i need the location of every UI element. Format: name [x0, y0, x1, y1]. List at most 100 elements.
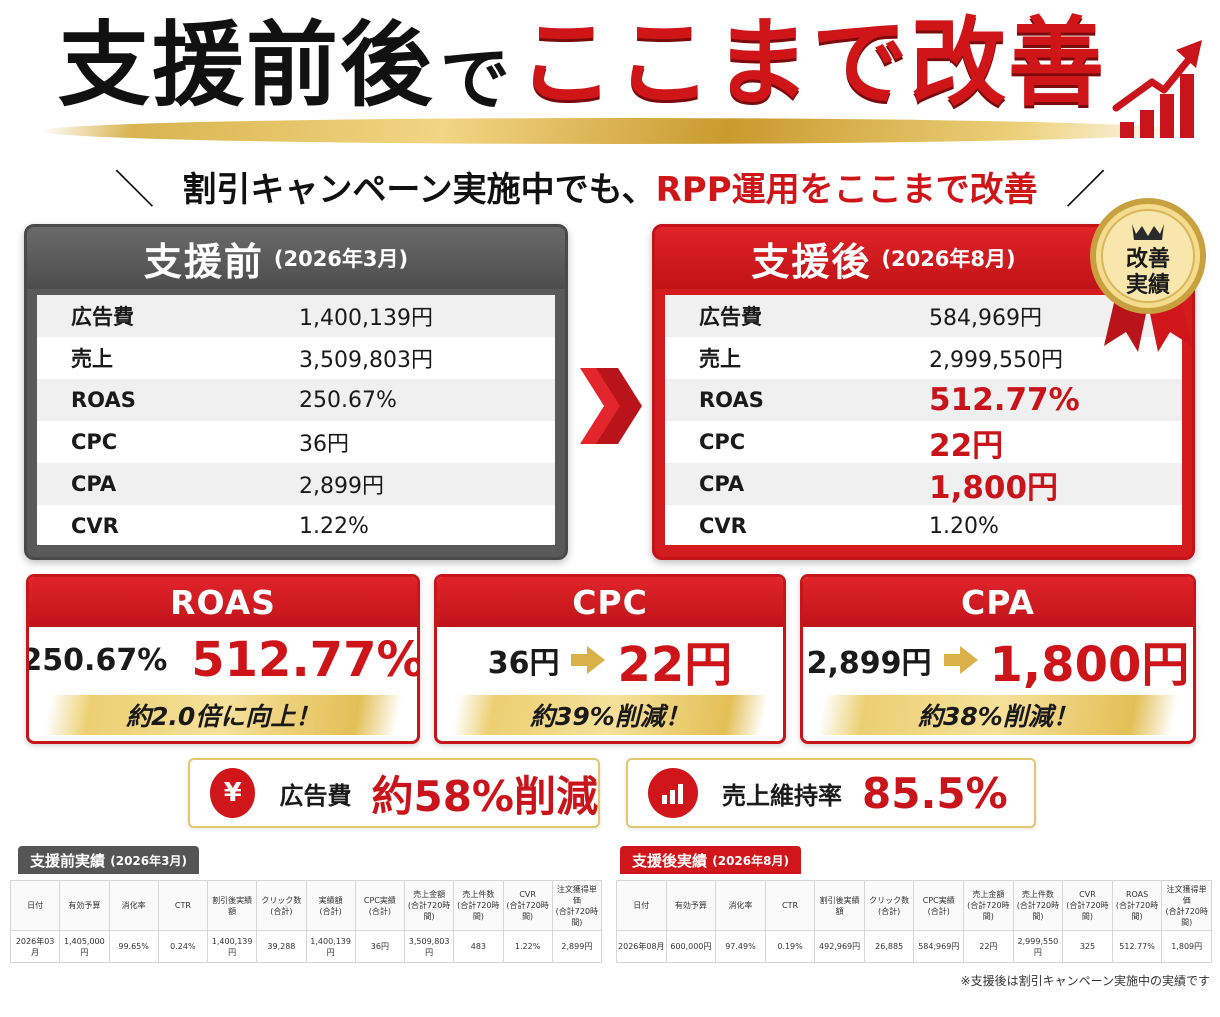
column-header: 割引後実績額 — [206, 880, 258, 931]
sales-retention-summary: 売上維持率 85.5% — [626, 758, 1036, 828]
card-from-value: 250.67% — [26, 642, 168, 678]
slash-left-decoration: ＼ — [114, 167, 155, 213]
summary-value: 85.5% — [862, 768, 1008, 818]
column-header: 日付 — [616, 880, 667, 931]
metric-label: 売上 — [71, 347, 113, 371]
before-metrics: 広告費 1,400,139円 売上 3,509,803円 ROAS 250.67% C… — [37, 295, 555, 545]
table-cell: 2,999,550円 — [1012, 930, 1064, 963]
metric-value: 36円 — [299, 432, 349, 457]
column-header: 日付 — [9, 880, 61, 931]
table-cell: 0.24% — [157, 930, 209, 963]
card-to-value: 512.77% — [191, 632, 420, 688]
table-cell: 2026年08月 — [616, 930, 667, 963]
column-header: 売上件数 (合計720時間) — [1012, 880, 1064, 931]
footnote: ※支援後は割引キャンペーン実施中の実績です — [960, 974, 1210, 988]
table-row: 2026年03月 1,405,000円 99.65% 0.24% 1,400,139円 3… — [9, 930, 603, 963]
metric-label: 広告費 — [71, 305, 134, 329]
column-header: CVR (合計720時間) — [1062, 880, 1113, 931]
metric-row: 広告費 584,969円 — [665, 295, 1182, 337]
metric-value-highlight: 1,800円 — [929, 469, 1059, 506]
column-header: 売上件数 (合計720時間) — [453, 880, 504, 931]
column-header: 消化率 — [715, 880, 766, 931]
column-header: 割引後実績額 — [814, 880, 865, 931]
table-cell: 99.65% — [108, 930, 159, 963]
metric-value: 2,899円 — [299, 474, 384, 499]
metric-value: 3,509,803円 — [299, 348, 433, 373]
table-cell: 492,969円 — [814, 930, 865, 963]
card-result-banner: 約39%削減！ — [451, 695, 769, 735]
after-table-label: 支援後実績 (2026年8月) — [620, 846, 801, 874]
before-period: (2026年3月) — [273, 247, 409, 271]
table-cell: 2026年03月 — [9, 930, 61, 963]
table-header-row: 日付 有効予算 消化率 CTR 割引後実績額 クリック数 (合計) 実績額 (合計) CPC実績(… — [9, 880, 603, 931]
metric-row: CVR 1.22% — [37, 505, 555, 547]
subtitle: ＼ 割引キャンペーン実施中でも、RPP運用をここまで改善 ／ — [0, 158, 1220, 214]
title-part2: で — [440, 38, 513, 120]
before-report-table: 日付 有効予算 消化率 CTR 割引後実績額 クリック数 (合計) 実績額 (合計) CPC実績(… — [9, 880, 603, 963]
metric-value: 1.22% — [299, 513, 369, 539]
badge-line2: 実績 — [1126, 272, 1170, 298]
page-title: 支援前後 で ここまで改善 — [58, 7, 1106, 124]
metric-label: CPC — [699, 430, 746, 454]
card-to-value: 1,800円 — [989, 637, 1190, 693]
ad-cost-summary: ¥ 広告費 約58%削減 — [188, 758, 600, 828]
bar-chart-icon — [648, 768, 698, 818]
column-header: ROAS (合計720時間) — [1111, 880, 1163, 931]
before-title: 支援前 — [143, 239, 264, 284]
header: 支援前後 で ここまで改善 — [0, 0, 1220, 150]
metric-label: 広告費 — [699, 305, 762, 329]
title-part3: ここまで改善 — [518, 7, 1107, 119]
column-header: 実績額 (合計) — [305, 880, 356, 931]
metric-label: ROAS — [71, 388, 136, 412]
metric-label: ROAS — [699, 388, 764, 412]
metric-label: CPA — [699, 472, 745, 496]
after-metrics: 広告費 584,969円 売上 2,999,550円 ROAS 512.77% CPC… — [665, 295, 1182, 545]
table-cell: 26,885 — [863, 930, 915, 963]
column-header: CVR (合計720時間) — [502, 880, 553, 931]
card-from-value: 2,899円 — [806, 646, 932, 681]
roas-card: ROAS 250.67% 512.77% 約2.0倍に向上！ — [26, 574, 420, 744]
table-cell: 584,969円 — [913, 930, 965, 963]
column-header: 有効予算 — [665, 880, 717, 931]
metric-row: CPA 2,899円 — [37, 463, 555, 505]
table-cell: 1.22% — [502, 930, 553, 963]
table-cell: 22円 — [963, 930, 1014, 963]
subtitle-part2: RPP運用をここまで改善 — [655, 169, 1038, 210]
column-header: 消化率 — [108, 880, 159, 931]
metric-value: 2,999,550円 — [929, 348, 1063, 373]
metric-value: 1.20% — [929, 513, 999, 539]
card-to-value: 22円 — [617, 637, 733, 693]
double-chevron-right-icon — [580, 368, 642, 444]
summary-label: 売上維持率 — [722, 781, 842, 810]
metric-label: CVR — [699, 514, 747, 538]
cpa-card: CPA 2,899円 1,800円 約38%削減！ — [800, 574, 1196, 744]
table-row: 2026年08月 600,000円 97.49% 0.19% 492,969円 26,88… — [616, 930, 1212, 963]
achievement-medal-icon: 改善 実績 — [1090, 198, 1206, 352]
column-header: 注文獲得単価 (合計720時間) — [551, 880, 603, 931]
column-header: クリック数 (合計) — [256, 880, 307, 931]
column-header: クリック数 (合計) — [863, 880, 915, 931]
card-result-text: 約38%削減！ — [918, 702, 1078, 731]
metric-row: ROAS 512.77% — [665, 379, 1182, 421]
table-cell: 0.19% — [764, 930, 816, 963]
summary-value: 約58%削減 — [371, 771, 598, 821]
after-title: 支援後 — [751, 239, 872, 284]
table-cell: 600,000円 — [665, 930, 717, 963]
table-cell: 1,400,139円 — [206, 930, 258, 963]
metric-value-highlight: 22円 — [929, 427, 1004, 464]
title-part1: 支援前後 — [58, 12, 435, 119]
metric-row: CPA 1,800円 — [665, 463, 1182, 506]
badge-line1: 改善 — [1126, 246, 1170, 272]
metric-label: CPC — [71, 430, 118, 454]
metric-row: 広告費 1,400,139円 — [37, 295, 555, 337]
metric-value: 1,400,139円 — [299, 306, 433, 331]
arrow-right-icon — [943, 646, 978, 674]
before-panel-header: 支援前 (2026年3月) — [27, 227, 565, 289]
table-cell: 325 — [1062, 930, 1113, 963]
slash-right-decoration: ／ — [1065, 167, 1106, 213]
metric-row: CPC 22円 — [665, 421, 1182, 464]
metric-label: CVR — [71, 514, 119, 538]
column-header: CTR — [157, 880, 209, 931]
table-cell: 3,509,803円 — [403, 930, 455, 963]
subtitle-part1: 割引キャンペーン実施中でも、 — [182, 169, 656, 210]
